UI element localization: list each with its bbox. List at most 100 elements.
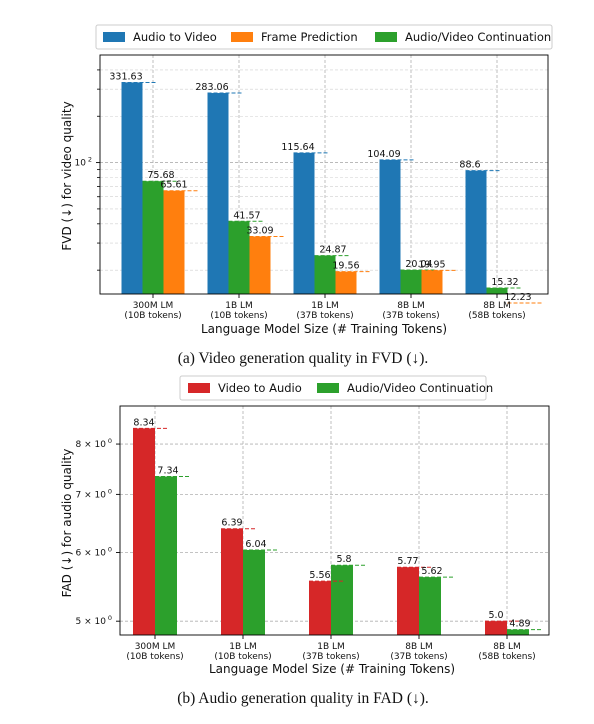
frame-prediction-value-label: 12.23 — [504, 292, 531, 303]
audio-video-continuation-bar — [419, 577, 441, 635]
y-tick-label: 10 — [75, 159, 87, 169]
audio-video-continuation-legend-swatch — [375, 32, 397, 42]
x-tick-sublabel: (10B tokens) — [210, 311, 267, 321]
x-tick-label: 300M LM — [133, 301, 174, 311]
y-tick-label: 8 × 10 — [76, 440, 107, 450]
x-tick-sublabel: (37B tokens) — [302, 652, 359, 662]
video-to-audio-value-label: 5.77 — [397, 556, 418, 567]
audio-to-video-bar — [121, 82, 143, 294]
frame-prediction-legend-swatch — [231, 32, 253, 42]
fvd-x-axis-label: Language Model Size (# Training Tokens) — [201, 322, 447, 336]
x-tick-label: 1B LM — [229, 642, 257, 652]
audio-video-continuation-bar — [155, 476, 177, 635]
fad-caption: (b) Audio generation quality in FAD (↓). — [177, 690, 429, 707]
audio-video-continuation-value-label: 5.62 — [421, 566, 442, 577]
fad-x-axis-label: Language Model Size (# Training Tokens) — [209, 662, 455, 676]
video-to-audio-bar — [309, 581, 331, 635]
x-tick-sublabel: (58B tokens) — [478, 652, 535, 662]
frame-prediction-value-label: 19.56 — [332, 261, 359, 272]
frame-prediction-bar — [249, 236, 271, 294]
fad-chart-panel: 8.34 6.39 5.56 5.77 5.0 7.34 6.04 5.8 5.62 4.89 5… — [60, 375, 550, 707]
audio-video-continuation-bar — [331, 565, 353, 635]
x-tick-label: 300M LM — [135, 642, 176, 652]
x-tick-sublabel: (10B tokens) — [126, 652, 183, 662]
audio-to-video-value-label: 104.09 — [367, 149, 400, 160]
audio-video-continuation-bar — [486, 287, 508, 294]
video-to-audio-value-label: 8.34 — [133, 417, 154, 428]
y-tick-exponent: 0 — [108, 487, 112, 495]
audio-video-continuation-value-label: 5.8 — [336, 554, 351, 565]
fvd-y-axis-label: FVD (↓) for video quality — [60, 101, 74, 250]
y-tick-exponent: 0 — [108, 614, 112, 622]
x-tick-label: 1B LM — [317, 642, 345, 652]
frame-prediction-bar — [163, 190, 185, 294]
fvd-chart-panel: 331.63 283.06 115.64 104.09 88.6 75.68 41.57 24… — [60, 24, 553, 367]
audio-video-continuation-legend-label: Audio/Video Continuation — [347, 381, 493, 395]
audio-video-continuation-value-label: 75.68 — [147, 170, 174, 181]
audio-video-continuation-value-label: 20.04 — [405, 259, 432, 270]
x-tick-sublabel: (10B tokens) — [124, 311, 181, 321]
frame-prediction-value-label: 19.95 — [418, 259, 445, 270]
x-tick-label: 1B LM — [225, 301, 253, 311]
audio-video-continuation-value-label: 41.57 — [233, 210, 260, 221]
audio-video-continuation-bar — [243, 549, 265, 635]
video-to-audio-bar — [221, 528, 243, 635]
x-tick-sublabel: (37B tokens) — [382, 311, 439, 321]
audio-video-continuation-value-label: 6.04 — [245, 539, 266, 550]
x-tick-label: 8B LM — [405, 642, 433, 652]
audio-to-video-bar — [293, 152, 315, 294]
audio-video-continuation-bar — [142, 181, 164, 294]
y-tick-label: 5 × 10 — [76, 617, 107, 627]
audio-video-continuation-bar — [507, 629, 529, 635]
video-to-audio-legend-swatch — [188, 383, 210, 393]
x-tick-label: 8B LM — [493, 642, 521, 652]
fad-y-axis-label: FAD (↓) for audio quality — [60, 449, 74, 598]
y-tick-label: 6 × 10 — [76, 548, 107, 558]
x-tick-label: 8B LM — [397, 301, 425, 311]
x-tick-sublabel: (37B tokens) — [296, 311, 353, 321]
audio-to-video-bar — [207, 93, 229, 295]
y-tick-exponent: 2 — [88, 156, 92, 164]
audio-video-continuation-value-label: 7.34 — [157, 466, 178, 477]
audio-to-video-value-label: 283.06 — [195, 82, 228, 93]
audio-video-continuation-bar — [314, 255, 336, 294]
audio-video-continuation-legend-swatch — [317, 383, 339, 393]
audio-video-continuation-value-label: 24.87 — [319, 245, 346, 256]
frame-prediction-value-label: 65.61 — [160, 180, 187, 191]
audio-to-video-legend-label: Audio to Video — [133, 30, 217, 44]
audio-video-continuation-bar — [400, 270, 422, 294]
x-tick-label: 8B LM — [483, 301, 511, 311]
audio-video-continuation-value-label: 15.32 — [491, 277, 518, 288]
audio-to-video-value-label: 88.6 — [459, 160, 480, 171]
video-to-audio-legend-label: Video to Audio — [218, 381, 302, 395]
video-to-audio-value-label: 5.56 — [309, 570, 330, 581]
audio-to-video-bar — [379, 159, 401, 294]
y-tick-label: 7 × 10 — [76, 490, 107, 500]
plot-frame — [119, 405, 550, 636]
audio-to-video-legend-swatch — [103, 32, 125, 42]
fvd-caption: (a) Video generation quality in FVD (↓). — [178, 350, 429, 367]
video-to-audio-bar — [485, 621, 507, 635]
audio-video-continuation-value-label: 4.89 — [509, 619, 530, 630]
video-to-audio-bar — [397, 567, 419, 635]
frame-prediction-bar — [335, 271, 357, 294]
x-tick-label: 1B LM — [311, 301, 339, 311]
audio-video-continuation-bar — [228, 221, 250, 294]
video-to-audio-value-label: 5.0 — [488, 610, 503, 621]
audio-to-video-bar — [465, 170, 487, 294]
video-to-audio-bar — [133, 428, 155, 635]
y-tick-exponent: 0 — [108, 545, 112, 553]
x-tick-sublabel: (37B tokens) — [390, 652, 447, 662]
frame-prediction-legend-label: Frame Prediction — [261, 30, 358, 44]
audio-to-video-value-label: 115.64 — [281, 142, 314, 153]
legend-box — [95, 24, 553, 50]
frame-prediction-bar — [421, 270, 443, 294]
plot-frame — [99, 54, 549, 295]
x-tick-sublabel: (10B tokens) — [214, 652, 271, 662]
audio-to-video-value-label: 331.63 — [109, 71, 142, 82]
audio-video-continuation-legend-label: Audio/Video Continuation — [405, 30, 551, 44]
frame-prediction-value-label: 33.09 — [246, 226, 273, 237]
video-to-audio-value-label: 6.39 — [221, 518, 242, 529]
y-tick-exponent: 0 — [108, 437, 112, 445]
